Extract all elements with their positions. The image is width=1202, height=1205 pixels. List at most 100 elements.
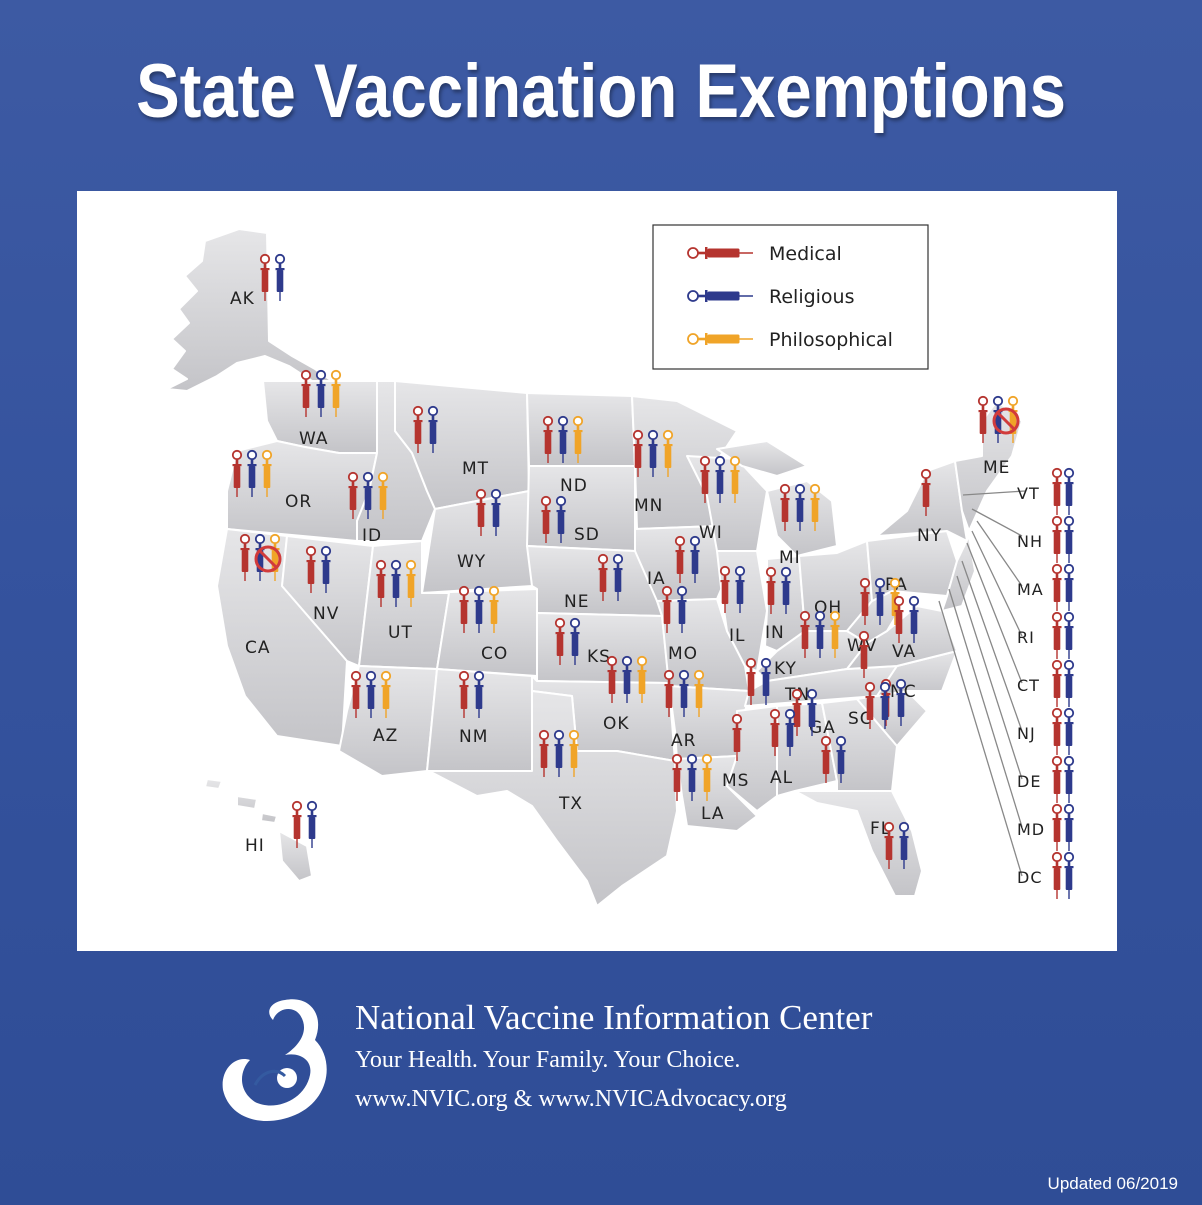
syringe-va-medical-icon (893, 595, 905, 643)
syringe-in-religious-icon (780, 566, 792, 614)
syringe-nh-medical-icon (1051, 515, 1063, 563)
exemption-icons-id (347, 471, 389, 519)
state-label-mi: MI (779, 548, 801, 568)
syringe-ia-religious-icon (689, 535, 701, 583)
syringe-nm-medical-icon (458, 670, 470, 718)
syringe-ri-religious-icon (1063, 611, 1075, 659)
state-label-ut: UT (388, 623, 413, 643)
syringe-ok-medical-icon (606, 655, 618, 703)
syringe-mo-religious-icon (676, 585, 688, 633)
syringe-la-philosophical-icon (701, 753, 713, 801)
syringe-ct-religious-icon (1063, 659, 1075, 707)
state-label-wy: WY (457, 552, 486, 572)
syringe-ut-religious-icon (390, 559, 402, 607)
exemption-icons-al (769, 708, 796, 756)
syringe-wa-philosophical-icon (330, 369, 342, 417)
syringe-hi-religious-icon (306, 800, 318, 848)
syringe-vt-medical-icon (1051, 467, 1063, 515)
syringe-hi-medical-icon (291, 800, 303, 848)
syringe-al-medical-icon (769, 708, 781, 756)
syringe-az-philosophical-icon (380, 670, 392, 718)
exemption-icons-tn (791, 688, 818, 736)
syringe-mn-medical-icon (632, 429, 644, 477)
state-label-vt: VT (1017, 484, 1040, 503)
state-shape-hi (278, 830, 313, 882)
syringe-in-medical-icon (765, 566, 777, 614)
syringe-mo-medical-icon (661, 585, 673, 633)
state-label-ne: NE (564, 592, 589, 612)
banned-ca-icon (254, 545, 282, 573)
syringe-wv-medical-icon (858, 630, 870, 678)
syringe-oh-philosophical-icon (829, 610, 841, 658)
syringe-id-religious-icon (362, 471, 374, 519)
syringe-tx-religious-icon (553, 729, 565, 777)
syringe-nm-religious-icon (473, 670, 485, 718)
syringe-de-religious-icon (1063, 755, 1075, 803)
exemption-icons-in (765, 566, 792, 614)
syringe-vt-religious-icon (1063, 467, 1075, 515)
state-label-tx: TX (558, 794, 583, 814)
exemption-icons-va (893, 595, 920, 643)
state-label-az: AZ (373, 726, 398, 746)
exemption-icons-nh (1051, 515, 1075, 563)
syringe-tx-medical-icon (538, 729, 550, 777)
state-label-mo: MO (668, 644, 698, 664)
syringe-tn-medical-icon (791, 688, 803, 736)
leader-lines (938, 490, 1026, 877)
state-label-ok: OK (603, 714, 630, 734)
state-shape-az (338, 665, 438, 777)
website-links[interactable]: www.NVIC.org & www.NVICAdvocacy.org (355, 1086, 787, 1112)
state-shape-va (846, 605, 958, 670)
exemption-icons-ks (554, 617, 581, 665)
syringe-ia-medical-icon (674, 535, 686, 583)
syringe-or-religious-icon (246, 449, 258, 497)
exemption-icons-ca (239, 533, 282, 581)
syringe-ky-religious-icon (760, 657, 772, 705)
syringe-me-medical-icon (977, 395, 989, 443)
state-label-nc: NC (890, 682, 917, 702)
state-shape-ak (166, 228, 340, 392)
exemption-icons-ri (1051, 611, 1075, 659)
syringe-il-medical-icon (719, 565, 731, 613)
page-title: State Vaccination Exemptions (136, 49, 1066, 134)
exemption-icons-ia (674, 535, 701, 583)
syringe-co-religious-icon (473, 585, 485, 633)
exemption-icons-tx (538, 729, 580, 777)
exemption-icons-ny (920, 468, 932, 516)
us-map: AK WA OR ID MT ND MN WI MI NY ME CA NV UT WY SD NE IA CO KS… (166, 224, 1075, 907)
syringe-ma-medical-icon (1051, 563, 1063, 611)
exemption-icons-ga (820, 735, 847, 783)
exemption-icons-me (977, 395, 1020, 443)
syringe-oh-religious-icon (814, 610, 826, 658)
exemption-icons-wy (475, 488, 502, 536)
state-label-wi: WI (699, 523, 723, 543)
syringe-ne-religious-icon (612, 553, 624, 601)
exemption-icons-nm (458, 670, 485, 718)
syringe-dc-religious-icon (1063, 851, 1075, 899)
state-label-wa: WA (299, 429, 329, 449)
state-shape-nd (526, 392, 636, 467)
legend: Medical Religious Philosophical (652, 224, 929, 370)
syringe-fl-medical-icon (883, 821, 895, 869)
legend-syringe-medical-icon (687, 247, 753, 259)
syringe-ga-medical-icon (820, 735, 832, 783)
syringe-nd-medical-icon (542, 415, 554, 463)
syringe-ar-religious-icon (678, 669, 690, 717)
syringe-wi-philosophical-icon (729, 455, 741, 503)
syringe-ks-medical-icon (554, 617, 566, 665)
legend-label-philosophical: Philosophical (769, 329, 893, 351)
syringe-sc-religious-icon (879, 681, 891, 729)
exemption-icons-co (458, 585, 500, 633)
state-label-hi: HI (245, 836, 265, 856)
syringe-ak-religious-icon (274, 253, 286, 301)
syringe-sc-medical-icon (864, 681, 876, 729)
syringe-nd-religious-icon (557, 415, 569, 463)
state-label-nv: NV (313, 604, 339, 624)
exemption-icons-ky (745, 657, 772, 705)
syringe-id-medical-icon (347, 471, 359, 519)
org-name: National Vaccine Information Center (355, 998, 873, 1037)
syringe-ok-religious-icon (621, 655, 633, 703)
state-label-la: LA (701, 804, 725, 824)
syringe-wi-religious-icon (714, 455, 726, 503)
exemption-icons-ms (731, 713, 743, 761)
